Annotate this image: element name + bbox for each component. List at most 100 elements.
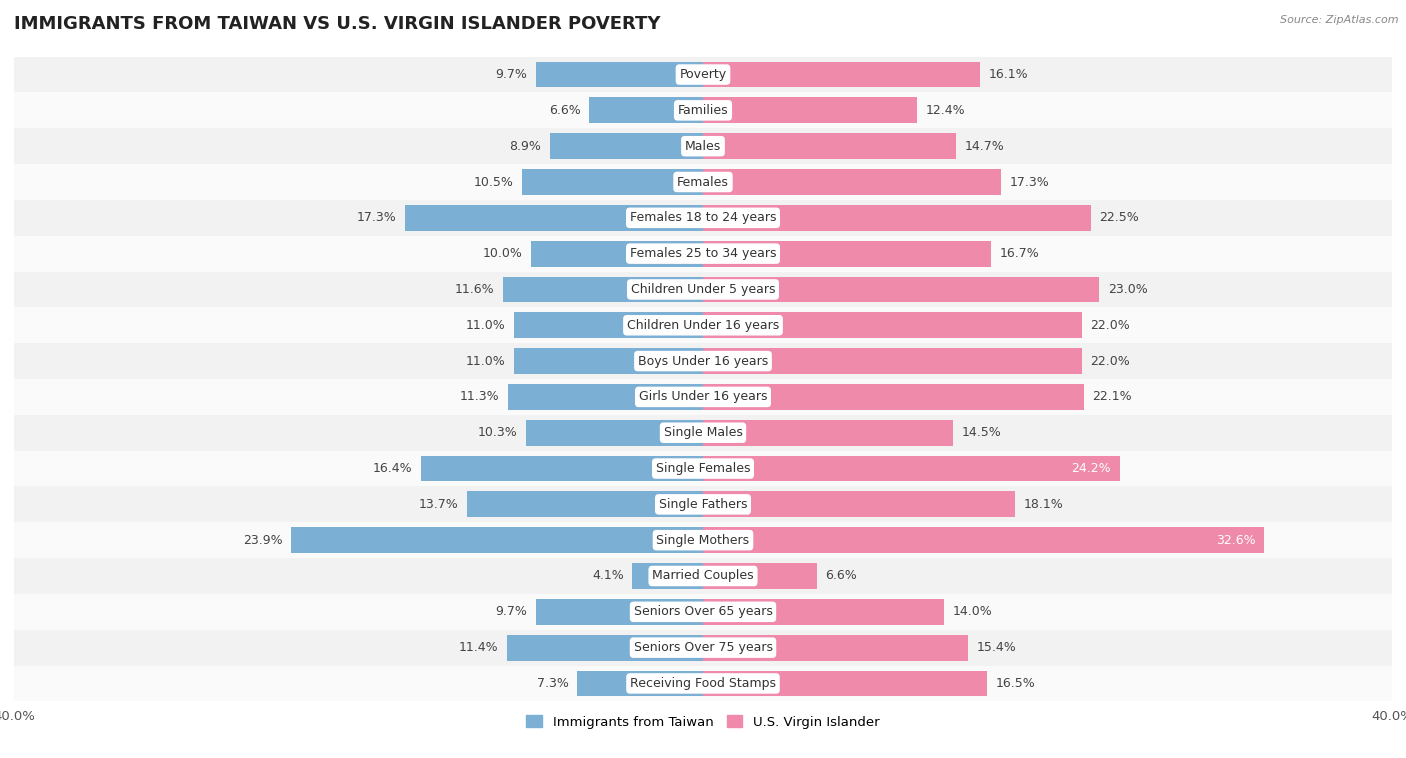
Bar <box>589 98 703 124</box>
Bar <box>503 277 703 302</box>
Bar <box>405 205 703 230</box>
Bar <box>14 522 1392 558</box>
Bar <box>506 634 703 660</box>
Bar <box>420 456 703 481</box>
Bar <box>703 98 917 124</box>
Bar <box>513 348 703 374</box>
Bar <box>14 666 1392 701</box>
Text: Source: ZipAtlas.com: Source: ZipAtlas.com <box>1281 15 1399 25</box>
Text: 32.6%: 32.6% <box>1216 534 1256 547</box>
Bar <box>522 169 703 195</box>
Text: IMMIGRANTS FROM TAIWAN VS U.S. VIRGIN ISLANDER POVERTY: IMMIGRANTS FROM TAIWAN VS U.S. VIRGIN IS… <box>14 15 661 33</box>
Text: Single Males: Single Males <box>664 426 742 439</box>
Text: 17.3%: 17.3% <box>357 211 396 224</box>
Text: Poverty: Poverty <box>679 68 727 81</box>
Bar <box>14 200 1392 236</box>
Text: 6.6%: 6.6% <box>548 104 581 117</box>
Text: 10.3%: 10.3% <box>477 426 517 439</box>
Bar <box>703 528 1264 553</box>
Bar <box>14 164 1392 200</box>
Text: 10.5%: 10.5% <box>474 176 513 189</box>
Text: 15.4%: 15.4% <box>977 641 1017 654</box>
Bar <box>14 92 1392 128</box>
Bar <box>14 594 1392 630</box>
Bar <box>14 128 1392 164</box>
Bar <box>14 343 1392 379</box>
Text: 22.0%: 22.0% <box>1091 319 1130 332</box>
Bar <box>14 271 1392 307</box>
Text: 11.4%: 11.4% <box>458 641 498 654</box>
Bar <box>703 599 945 625</box>
Bar <box>633 563 703 589</box>
Text: Receiving Food Stamps: Receiving Food Stamps <box>630 677 776 690</box>
Text: Seniors Over 65 years: Seniors Over 65 years <box>634 606 772 619</box>
Text: Females 18 to 24 years: Females 18 to 24 years <box>630 211 776 224</box>
Text: Married Couples: Married Couples <box>652 569 754 582</box>
Text: 9.7%: 9.7% <box>495 68 527 81</box>
Bar <box>531 241 703 267</box>
Text: 24.2%: 24.2% <box>1071 462 1111 475</box>
Text: 14.0%: 14.0% <box>953 606 993 619</box>
Bar <box>509 384 703 410</box>
Bar <box>14 307 1392 343</box>
Text: Single Fathers: Single Fathers <box>659 498 747 511</box>
Bar <box>513 312 703 338</box>
Text: 9.7%: 9.7% <box>495 606 527 619</box>
Text: 14.7%: 14.7% <box>965 139 1004 152</box>
Text: 22.5%: 22.5% <box>1099 211 1139 224</box>
Text: Children Under 5 years: Children Under 5 years <box>631 283 775 296</box>
Bar <box>703 133 956 159</box>
Bar <box>703 205 1091 230</box>
Text: 22.0%: 22.0% <box>1091 355 1130 368</box>
Bar <box>703 563 817 589</box>
Text: 23.9%: 23.9% <box>243 534 283 547</box>
Bar <box>14 57 1392 92</box>
Text: 17.3%: 17.3% <box>1010 176 1049 189</box>
Text: 16.7%: 16.7% <box>1000 247 1039 260</box>
Bar <box>526 420 703 446</box>
Bar <box>703 456 1119 481</box>
Text: 10.0%: 10.0% <box>482 247 522 260</box>
Bar <box>703 277 1099 302</box>
Text: 7.3%: 7.3% <box>537 677 568 690</box>
Text: Boys Under 16 years: Boys Under 16 years <box>638 355 768 368</box>
Bar <box>14 487 1392 522</box>
Text: 22.1%: 22.1% <box>1092 390 1132 403</box>
Text: 6.6%: 6.6% <box>825 569 858 582</box>
Text: 14.5%: 14.5% <box>962 426 1001 439</box>
Text: 11.0%: 11.0% <box>465 355 505 368</box>
Text: 4.1%: 4.1% <box>592 569 624 582</box>
Bar <box>703 420 953 446</box>
Text: Children Under 16 years: Children Under 16 years <box>627 319 779 332</box>
Bar <box>703 634 969 660</box>
Bar <box>703 312 1083 338</box>
Bar <box>467 491 703 517</box>
Bar <box>536 599 703 625</box>
Text: 11.6%: 11.6% <box>456 283 495 296</box>
Bar <box>703 348 1083 374</box>
Bar <box>703 491 1015 517</box>
Bar <box>536 61 703 87</box>
Bar <box>550 133 703 159</box>
Text: 16.5%: 16.5% <box>995 677 1036 690</box>
Bar <box>578 671 703 697</box>
Text: 11.3%: 11.3% <box>460 390 499 403</box>
Bar <box>14 558 1392 594</box>
Text: 18.1%: 18.1% <box>1024 498 1063 511</box>
Bar <box>703 671 987 697</box>
Bar <box>703 169 1001 195</box>
Bar <box>14 415 1392 451</box>
Text: Females 25 to 34 years: Females 25 to 34 years <box>630 247 776 260</box>
Text: Single Mothers: Single Mothers <box>657 534 749 547</box>
Bar <box>14 236 1392 271</box>
Text: 23.0%: 23.0% <box>1108 283 1147 296</box>
Bar <box>14 630 1392 666</box>
Text: Single Females: Single Females <box>655 462 751 475</box>
Text: 16.4%: 16.4% <box>373 462 412 475</box>
Bar <box>14 379 1392 415</box>
Bar <box>14 451 1392 487</box>
Text: 12.4%: 12.4% <box>925 104 965 117</box>
Text: Girls Under 16 years: Girls Under 16 years <box>638 390 768 403</box>
Text: 11.0%: 11.0% <box>465 319 505 332</box>
Bar <box>703 241 991 267</box>
